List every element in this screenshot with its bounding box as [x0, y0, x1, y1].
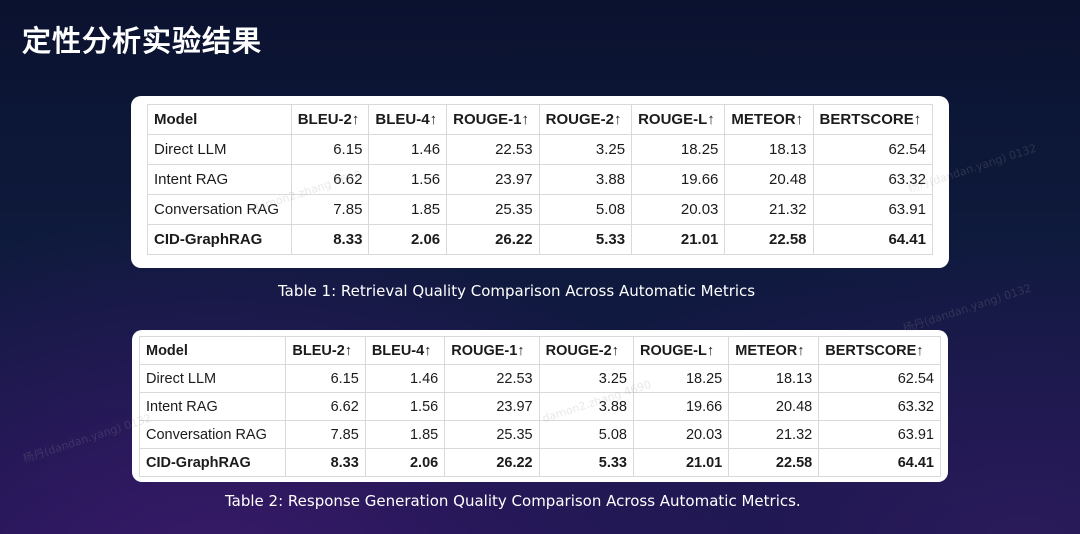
metric-cell: 6.62: [285, 392, 366, 421]
metric-cell: 63.91: [818, 420, 941, 449]
metric-cell: 22.53: [446, 134, 540, 165]
metric-cell: 18.13: [724, 134, 814, 165]
metric-cell: 64.41: [812, 224, 934, 255]
metric-cell: 20.48: [728, 392, 820, 421]
metric-cell: 1.46: [364, 364, 446, 393]
metric-cell: 21.01: [632, 448, 730, 477]
table-row: Intent RAG 6.62 1.56 23.97 3.88 19.66 20…: [147, 164, 934, 195]
table-row: Conversation RAG 7.85 1.85 25.35 5.08 20…: [147, 194, 934, 225]
metric-cell: 63.32: [818, 392, 941, 421]
watermark-text: 杨丹(dandan.yang) 0132: [901, 281, 1034, 336]
metric-cell: 6.15: [290, 134, 370, 165]
table-row: Direct LLM 6.15 1.46 22.53 3.25 18.25 18…: [147, 134, 934, 165]
header-rougel: ROUGE-L↑: [631, 104, 726, 135]
model-cell: Direct LLM: [147, 134, 292, 165]
table-row: Conversation RAG 7.85 1.85 25.35 5.08 20…: [138, 420, 941, 449]
metric-cell: 1.56: [368, 164, 448, 195]
retrieval-quality-table: Model BLEU-2↑ BLEU-4↑ ROUGE-1↑ ROUGE-2↑ …: [147, 104, 934, 255]
metric-cell: 8.33: [290, 224, 370, 255]
header-bleu2: BLEU-2↑: [290, 104, 370, 135]
metric-cell: 22.53: [444, 364, 540, 393]
metric-cell: 62.54: [812, 134, 934, 165]
header-rouge2: ROUGE-2↑: [538, 104, 633, 135]
metric-cell: 18.25: [631, 134, 726, 165]
header-rougel: ROUGE-L↑: [632, 336, 730, 365]
slide-title: 定性分析实验结果: [22, 24, 263, 58]
model-cell: Conversation RAG: [138, 420, 287, 449]
table-row-best: CID-GraphRAG 8.33 2.06 26.22 5.33 21.01 …: [138, 448, 941, 477]
metric-cell: 2.06: [368, 224, 448, 255]
model-cell: Intent RAG: [138, 392, 287, 421]
metric-cell: 18.13: [728, 364, 820, 393]
header-meteor: METEOR↑: [724, 104, 814, 135]
metric-cell: 1.56: [364, 392, 446, 421]
header-bertscore: BERTSCORE↑: [818, 336, 941, 365]
header-bleu2: BLEU-2↑: [285, 336, 366, 365]
metric-cell: 20.48: [724, 164, 814, 195]
response-generation-table: Model BLEU-2↑ BLEU-4↑ ROUGE-1↑ ROUGE-2↑ …: [138, 336, 941, 477]
metric-cell: 7.85: [290, 194, 370, 225]
table-header-row: Model BLEU-2↑ BLEU-4↑ ROUGE-1↑ ROUGE-2↑ …: [147, 104, 934, 135]
table-header-row: Model BLEU-2↑ BLEU-4↑ ROUGE-1↑ ROUGE-2↑ …: [138, 336, 941, 365]
metric-cell: 1.85: [368, 194, 448, 225]
metric-cell: 21.32: [728, 420, 820, 449]
header-model: Model: [147, 104, 292, 135]
metric-cell: 64.41: [818, 448, 941, 477]
metric-cell: 6.62: [290, 164, 370, 195]
metric-cell: 22.58: [724, 224, 814, 255]
metric-cell: 5.33: [538, 224, 633, 255]
metric-cell: 6.15: [285, 364, 366, 393]
metric-cell: 21.32: [724, 194, 814, 225]
metric-cell: 3.25: [538, 364, 635, 393]
header-rouge2: ROUGE-2↑: [538, 336, 635, 365]
header-rouge1: ROUGE-1↑: [446, 104, 540, 135]
metric-cell: 19.66: [632, 392, 730, 421]
table-row-best: CID-GraphRAG 8.33 2.06 26.22 5.33 21.01 …: [147, 224, 934, 255]
model-cell: CID-GraphRAG: [138, 448, 287, 477]
metric-cell: 62.54: [818, 364, 941, 393]
metric-cell: 3.25: [538, 134, 633, 165]
metric-cell: 26.22: [446, 224, 540, 255]
metric-cell: 20.03: [632, 420, 730, 449]
table-row: Direct LLM 6.15 1.46 22.53 3.25 18.25 18…: [138, 364, 941, 393]
metric-cell: 20.03: [631, 194, 726, 225]
metric-cell: 18.25: [632, 364, 730, 393]
table-2-card: Model BLEU-2↑ BLEU-4↑ ROUGE-1↑ ROUGE-2↑ …: [132, 330, 948, 482]
header-bertscore: BERTSCORE↑: [812, 104, 934, 135]
metric-cell: 63.91: [812, 194, 934, 225]
metric-cell: 23.97: [444, 392, 540, 421]
metric-cell: 21.01: [631, 224, 726, 255]
header-model: Model: [138, 336, 287, 365]
metric-cell: 2.06: [364, 448, 446, 477]
metric-cell: 8.33: [285, 448, 366, 477]
metric-cell: 5.33: [538, 448, 635, 477]
metric-cell: 1.85: [364, 420, 446, 449]
metric-cell: 23.97: [446, 164, 540, 195]
metric-cell: 3.88: [538, 164, 633, 195]
metric-cell: 7.85: [285, 420, 366, 449]
metric-cell: 22.58: [728, 448, 820, 477]
table-2-caption: Table 2: Response Generation Quality Com…: [225, 492, 801, 510]
metric-cell: 3.88: [538, 392, 635, 421]
metric-cell: 25.35: [446, 194, 540, 225]
header-bleu4: BLEU-4↑: [364, 336, 446, 365]
header-meteor: METEOR↑: [728, 336, 820, 365]
model-cell: Intent RAG: [147, 164, 292, 195]
table-1-card: Model BLEU-2↑ BLEU-4↑ ROUGE-1↑ ROUGE-2↑ …: [131, 96, 949, 268]
header-bleu4: BLEU-4↑: [368, 104, 448, 135]
metric-cell: 19.66: [631, 164, 726, 195]
header-rouge1: ROUGE-1↑: [444, 336, 540, 365]
metric-cell: 5.08: [538, 420, 635, 449]
metric-cell: 5.08: [538, 194, 633, 225]
metric-cell: 1.46: [368, 134, 448, 165]
model-cell: CID-GraphRAG: [147, 224, 292, 255]
metric-cell: 25.35: [444, 420, 540, 449]
table-1-caption: Table 1: Retrieval Quality Comparison Ac…: [278, 282, 756, 300]
metric-cell: 26.22: [444, 448, 540, 477]
model-cell: Direct LLM: [138, 364, 287, 393]
metric-cell: 63.32: [812, 164, 934, 195]
table-row: Intent RAG 6.62 1.56 23.97 3.88 19.66 20…: [138, 392, 941, 421]
